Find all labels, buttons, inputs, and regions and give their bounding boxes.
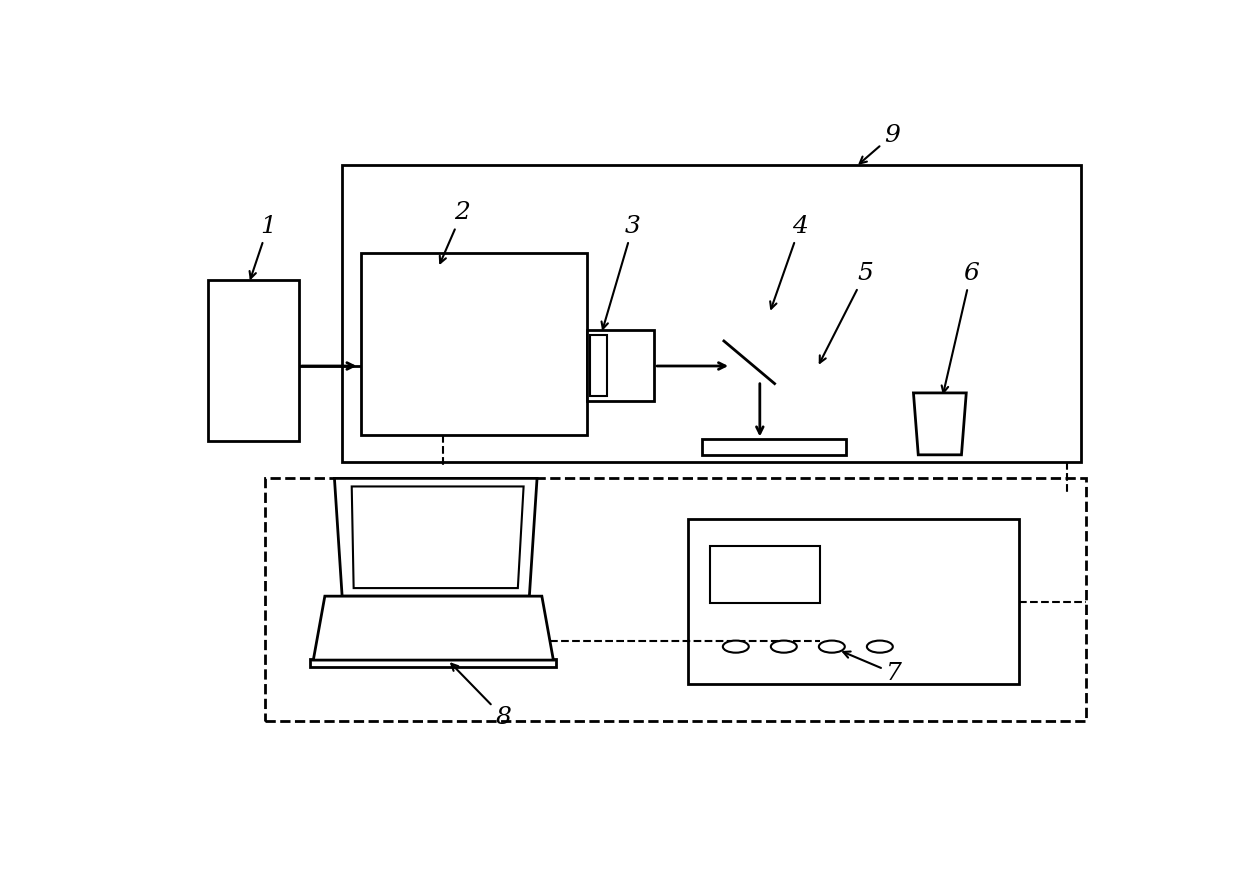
Ellipse shape (867, 641, 893, 653)
Bar (688, 519, 1018, 683)
Text: 6: 6 (942, 261, 979, 392)
Bar (342, 165, 1082, 461)
Bar (208, 280, 299, 441)
Polygon shape (352, 487, 524, 588)
Polygon shape (313, 596, 554, 660)
Bar (265, 478, 1087, 721)
Bar (710, 545, 820, 603)
Text: 5: 5 (820, 261, 873, 363)
Text: 9: 9 (860, 123, 901, 163)
Bar (362, 253, 587, 434)
Bar (590, 335, 607, 396)
Text: 1: 1 (249, 214, 276, 279)
Text: 4: 4 (771, 214, 808, 309)
Text: 3: 3 (601, 214, 641, 329)
Ellipse shape (819, 641, 845, 653)
Text: 7: 7 (844, 651, 902, 685)
Ellipse shape (771, 641, 797, 653)
Text: 8: 8 (451, 663, 512, 729)
Bar (311, 659, 556, 667)
Polygon shape (335, 478, 536, 596)
Bar (703, 440, 846, 454)
Ellipse shape (722, 641, 748, 653)
Bar (587, 330, 654, 401)
Polygon shape (913, 393, 966, 454)
Text: 2: 2 (440, 201, 470, 263)
